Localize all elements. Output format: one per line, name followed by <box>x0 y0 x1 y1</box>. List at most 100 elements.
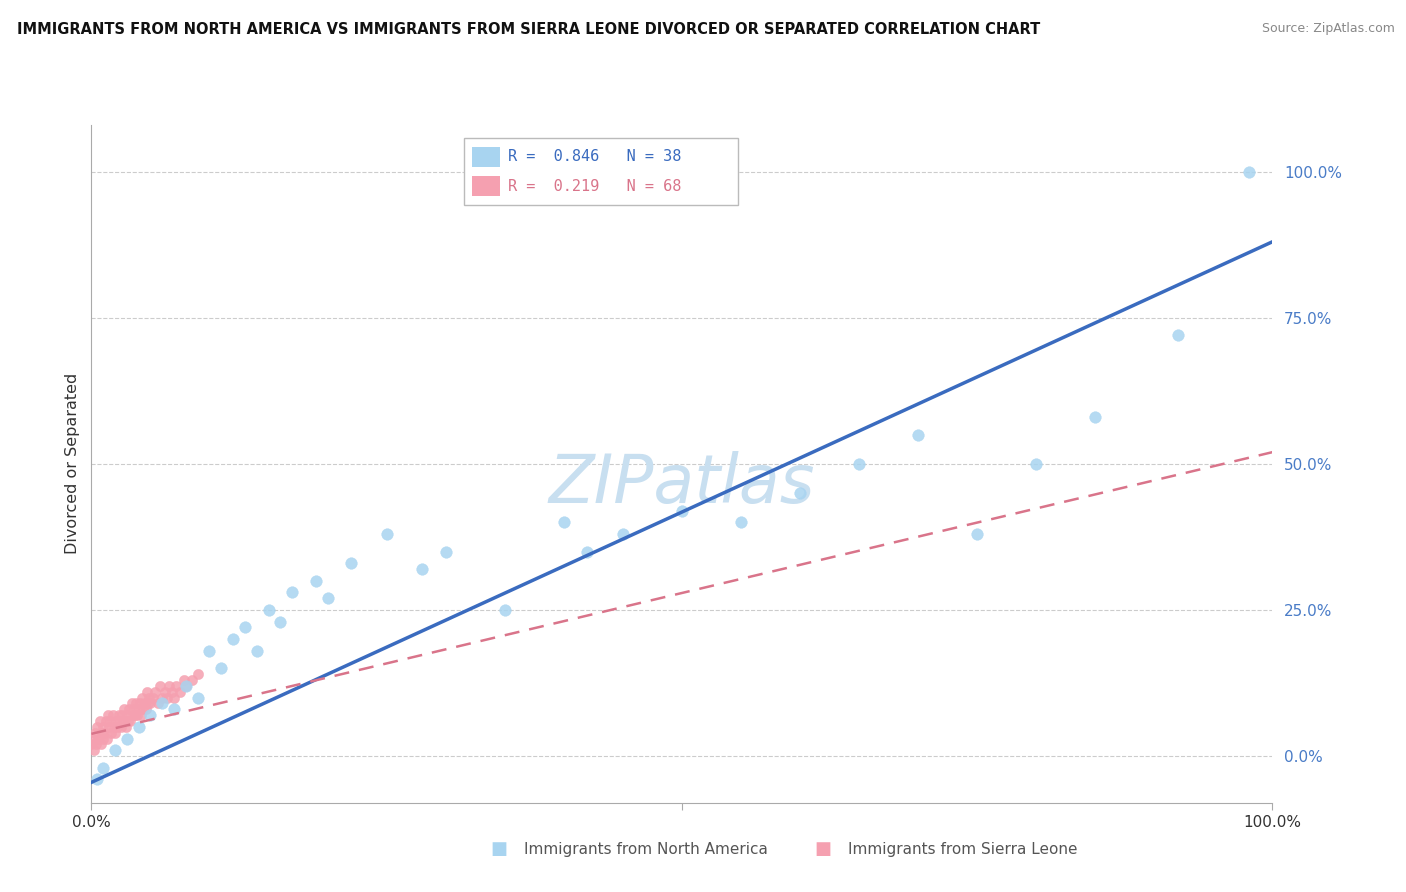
Point <box>269 615 291 629</box>
Point <box>1084 410 1107 425</box>
Point <box>121 697 143 711</box>
Point <box>128 697 150 711</box>
Point <box>86 720 108 734</box>
Point <box>576 544 599 558</box>
Point <box>131 690 153 705</box>
Text: ■: ■ <box>814 840 831 858</box>
Point <box>124 708 146 723</box>
Point <box>138 690 160 705</box>
Point <box>257 603 280 617</box>
Point <box>907 427 929 442</box>
Point <box>91 725 114 739</box>
Point <box>96 731 118 746</box>
Point <box>90 737 112 751</box>
Point <box>165 679 187 693</box>
Point <box>180 673 202 687</box>
Point <box>246 644 269 658</box>
Point <box>143 685 166 699</box>
Point <box>128 702 150 716</box>
Point <box>98 714 121 728</box>
Point <box>139 708 162 723</box>
Point <box>105 720 128 734</box>
Point <box>187 690 209 705</box>
Point <box>128 720 150 734</box>
Point <box>187 667 209 681</box>
Point <box>150 690 173 705</box>
FancyBboxPatch shape <box>464 138 738 205</box>
Point <box>209 661 232 675</box>
Point <box>233 620 256 634</box>
Point <box>91 720 114 734</box>
Point <box>789 486 811 500</box>
Point <box>146 697 169 711</box>
Text: Source: ZipAtlas.com: Source: ZipAtlas.com <box>1261 22 1395 36</box>
Point <box>136 697 159 711</box>
Point <box>84 725 107 739</box>
Y-axis label: Divorced or Separated: Divorced or Separated <box>65 373 80 555</box>
Point <box>103 720 125 734</box>
Point <box>375 527 398 541</box>
Point <box>1237 164 1260 178</box>
Text: IMMIGRANTS FROM NORTH AMERICA VS IMMIGRANTS FROM SIERRA LEONE DIVORCED OR SEPARA: IMMIGRANTS FROM NORTH AMERICA VS IMMIGRA… <box>17 22 1040 37</box>
Point <box>84 737 107 751</box>
Point <box>132 702 155 716</box>
Point <box>93 725 115 739</box>
Point <box>222 632 245 647</box>
Point <box>671 503 693 517</box>
Point <box>107 708 129 723</box>
Bar <box>472 177 499 196</box>
Point <box>173 673 195 687</box>
Point <box>91 761 114 775</box>
Point <box>1167 328 1189 343</box>
Point <box>494 603 516 617</box>
Point <box>111 708 134 723</box>
Point <box>94 714 117 728</box>
Text: ■: ■ <box>491 840 508 858</box>
Point <box>340 556 363 570</box>
Point <box>100 725 122 739</box>
Point <box>135 685 157 699</box>
Point <box>83 743 105 757</box>
Point <box>122 702 145 716</box>
Point <box>101 708 124 723</box>
Point <box>121 708 143 723</box>
Text: Immigrants from Sierra Leone: Immigrants from Sierra Leone <box>848 842 1077 856</box>
Point <box>120 714 142 728</box>
Point <box>97 708 120 723</box>
Point <box>117 714 139 728</box>
Text: R =  0.846   N = 38: R = 0.846 N = 38 <box>508 150 682 164</box>
Point <box>612 527 634 541</box>
Point <box>281 585 304 599</box>
Point <box>153 685 176 699</box>
Point <box>115 731 138 746</box>
Point <box>135 702 157 716</box>
Text: ZIPatlas: ZIPatlas <box>548 451 815 517</box>
Point <box>139 697 162 711</box>
Point <box>87 731 110 746</box>
Point <box>125 697 148 711</box>
Point <box>848 457 870 471</box>
Point <box>163 702 186 716</box>
Point <box>316 591 339 606</box>
Point <box>966 527 988 541</box>
Point <box>127 708 149 723</box>
Point <box>134 697 156 711</box>
Text: Immigrants from North America: Immigrants from North America <box>524 842 768 856</box>
Point <box>115 708 138 723</box>
Point <box>156 690 179 705</box>
Point <box>150 697 173 711</box>
Point <box>157 679 180 693</box>
Point <box>174 679 197 693</box>
Point <box>114 720 136 734</box>
Point <box>169 685 191 699</box>
Point <box>434 544 457 558</box>
Point <box>160 685 183 699</box>
Point <box>91 731 114 746</box>
Point <box>86 772 108 787</box>
Point <box>108 714 131 728</box>
Point <box>730 516 752 530</box>
Point <box>411 562 433 576</box>
Point <box>118 702 141 716</box>
Point <box>104 725 127 739</box>
Point <box>198 644 221 658</box>
